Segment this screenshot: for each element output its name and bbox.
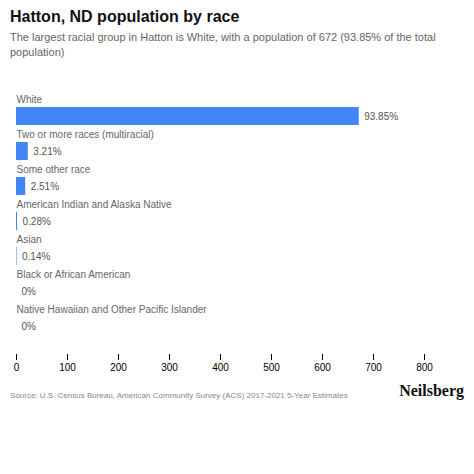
svg-text:White: White xyxy=(17,93,43,104)
svg-text:0.14%: 0.14% xyxy=(22,250,50,261)
svg-text:0%: 0% xyxy=(22,285,37,296)
svg-text:0: 0 xyxy=(14,361,20,372)
html-text:Neilsberg: Neilsberg xyxy=(399,381,464,399)
svg-text:100: 100 xyxy=(59,361,76,372)
svg-text:93.85%: 93.85% xyxy=(364,110,398,121)
svg-text:0%: 0% xyxy=(22,320,37,331)
svg-text:American Indian and Alaska Nat: American Indian and Alaska Native xyxy=(17,198,173,209)
svg-text:Native Hawaiian and Other Paci: Native Hawaiian and Other Pacific Island… xyxy=(17,303,208,314)
svg-text:2.51%: 2.51% xyxy=(31,180,59,191)
svg-text:800: 800 xyxy=(416,361,433,372)
html-text:The largest racial group in Ha: The largest racial group in Hatton is Wh… xyxy=(10,31,436,58)
svg-text:600: 600 xyxy=(314,361,331,372)
svg-text:Some other race: Some other race xyxy=(17,163,91,174)
svg-text:200: 200 xyxy=(110,361,127,372)
svg-text:700: 700 xyxy=(365,361,382,372)
svg-text:500: 500 xyxy=(263,361,280,372)
svg-text:400: 400 xyxy=(212,361,229,372)
svg-text:Two or more races (multiracial: Two or more races (multiracial) xyxy=(17,128,154,139)
svg-text:3.21%: 3.21% xyxy=(33,145,61,156)
html-text:Source: U.S. Census Bureau, Am: Source: U.S. Census Bureau, American Com… xyxy=(10,390,348,400)
svg-text:0.28%: 0.28% xyxy=(23,215,51,226)
svg-text:Asian: Asian xyxy=(17,233,42,244)
html-text:Hatton, ND population by race: Hatton, ND population by race xyxy=(10,8,240,25)
svg-text:Black or African American: Black or African American xyxy=(17,268,131,279)
svg-text:300: 300 xyxy=(161,361,178,372)
